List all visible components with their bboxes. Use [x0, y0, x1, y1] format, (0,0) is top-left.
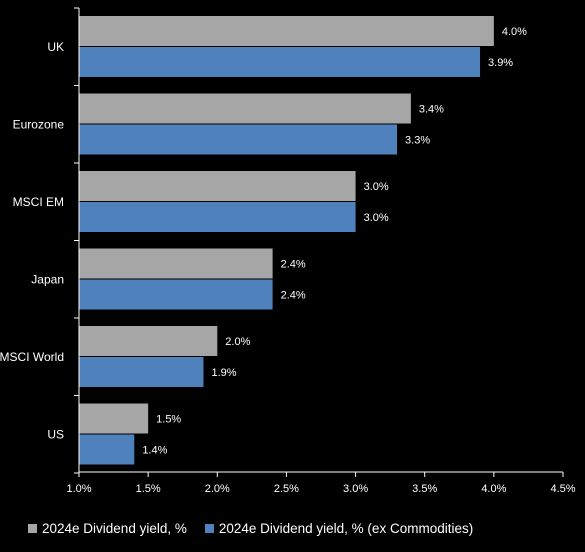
x-tick-label: 1.0%: [66, 483, 91, 495]
x-tick-label: 3.5%: [412, 483, 437, 495]
legend-label-dividend-yield: 2024e Dividend yield, %: [42, 520, 187, 536]
bar-eurozone-series-2: [79, 124, 398, 155]
data-label-us-series-2: 1.4%: [142, 445, 167, 457]
x-tick-label: 4.0%: [481, 483, 506, 495]
category-label-eurozone: Eurozone: [13, 118, 65, 132]
bar-msci-world-series-1: [79, 326, 218, 356]
legend-swatch-gray: [28, 523, 37, 533]
bar-msci-world-series-2: [79, 357, 204, 387]
category-label-japan: Japan: [31, 273, 64, 287]
bar-msci-em-series-2: [79, 202, 356, 232]
bar-uk-series-1: [79, 16, 494, 46]
bar-uk-series-2: [79, 47, 481, 77]
category-label-msci-world: MSCI World: [0, 350, 64, 364]
bar-us-series-2: [79, 434, 135, 465]
x-tick-label: 3.0%: [343, 483, 368, 495]
bar-msci-em-series-1: [79, 171, 356, 201]
bar-japan-series-1: [79, 248, 273, 279]
data-label-msci-em-series-1: 3.0%: [364, 181, 389, 193]
x-tick-label: 4.5%: [550, 483, 575, 495]
data-label-japan-series-1: 2.4%: [281, 259, 306, 271]
category-label-uk: UK: [47, 40, 64, 54]
bar-eurozone-series-1: [79, 93, 411, 124]
data-label-uk-series-2: 3.9%: [488, 57, 513, 69]
data-label-msci-world-series-2: 1.9%: [211, 367, 236, 379]
bar-japan-series-2: [79, 279, 273, 310]
x-tick-label: 2.5%: [274, 483, 299, 495]
legend-swatch-blue: [204, 523, 214, 533]
legend-label-dividend-yield-ex-commodities: 2024e Dividend yield, % (ex Commodities): [218, 520, 474, 536]
legend-item-dividend-yield: 2024e Dividend yield, %: [28, 521, 187, 536]
category-label-us: US: [47, 428, 64, 442]
data-label-msci-world-series-1: 2.0%: [225, 336, 250, 348]
data-label-japan-series-2: 2.4%: [281, 290, 306, 302]
x-tick-label: 2.0%: [205, 483, 230, 495]
x-tick-label: 1.5%: [136, 483, 161, 495]
category-label-msci-em: MSCI EM: [13, 195, 64, 209]
data-label-eurozone-series-2: 3.3%: [405, 135, 430, 147]
data-label-us-series-1: 1.5%: [156, 414, 181, 426]
data-label-uk-series-1: 4.0%: [502, 26, 527, 38]
chart-legend: 2024e Dividend yield, % 2024e Dividend y…: [28, 518, 585, 538]
bar-us-series-1: [79, 403, 149, 434]
data-label-eurozone-series-1: 3.4%: [419, 104, 444, 116]
legend-item-dividend-yield-ex-commodities: 2024e Dividend yield, % (ex Commodities): [204, 520, 474, 536]
data-label-msci-em-series-2: 3.0%: [364, 212, 389, 224]
